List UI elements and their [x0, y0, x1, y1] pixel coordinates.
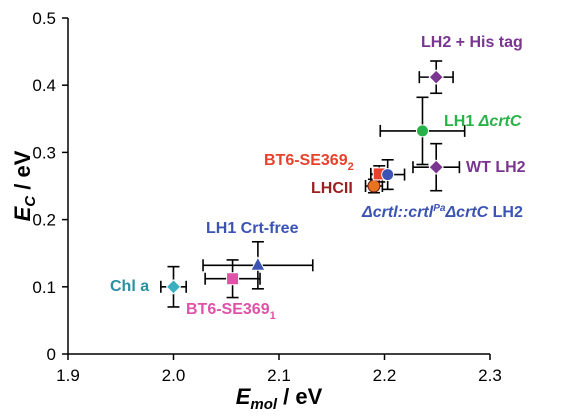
- label-dcrti-b: ΔcrtC: [444, 204, 488, 221]
- label-lh1-dcrtc: LH1 ΔcrtC: [444, 113, 522, 130]
- label-lhcii: LHCII: [311, 180, 353, 197]
- x-tick-label: 2.1: [267, 366, 291, 385]
- x-tick-label: 2.0: [162, 366, 186, 385]
- y-ticks: 0 0.1 0.2 0.3 0.4 0.5: [32, 9, 68, 364]
- marker-lhcii: [367, 179, 381, 193]
- label-dcrti-lh2: Δcrtl::crtlPaΔcrtC LH2: [361, 203, 523, 221]
- y-axis-title: EC / eV: [10, 150, 39, 221]
- marker-wt-lh2: [428, 159, 444, 175]
- label-chl-a: Chl a: [110, 278, 149, 295]
- x-axis-title: Emol / eV: [236, 384, 323, 413]
- label-bt6-se369-2-main: BT6-SE369: [264, 152, 348, 169]
- y-tick-label: 0.3: [32, 143, 56, 162]
- label-lh1-dcrtc-b: ΔcrtC: [478, 113, 522, 130]
- label-bt6-se369-1-sub: 1: [270, 310, 276, 322]
- x-tick-label: 2.3: [478, 366, 502, 385]
- x-tick-label: 1.9: [56, 366, 80, 385]
- label-bt6-se369-1-main: BT6-SE369: [186, 301, 270, 318]
- label-bt6-se369-1: BT6-SE3691: [186, 301, 276, 322]
- label-dcrti-a: Δcrtl::crtl: [361, 204, 434, 221]
- data-markers: [165, 69, 444, 295]
- marker-lh2-his: [428, 69, 444, 85]
- x-tick-label: 2.2: [373, 366, 397, 385]
- x-axis-title-main: E: [236, 384, 252, 409]
- x-ticks: 1.9 2.0 2.1 2.2 2.3: [56, 354, 502, 385]
- marker-lh1-dcrtc: [415, 124, 429, 138]
- label-lh1-dcrtc-a: LH1: [444, 113, 479, 130]
- y-axis-title-sub: C: [22, 195, 39, 207]
- marker-bt6-se369-1: [226, 272, 240, 286]
- y-axis-title-unit: / eV: [10, 150, 35, 196]
- label-lh1-crt-free: LH1 Crt-free: [206, 220, 299, 237]
- label-dcrti-sup: Pa: [433, 203, 446, 214]
- y-tick-label: 0.2: [32, 211, 56, 230]
- y-tick-label: 0.5: [32, 9, 56, 28]
- x-axis-title-sub: mol: [250, 396, 278, 413]
- x-axis-title-unit: / eV: [277, 384, 323, 409]
- y-tick-label: 0.4: [32, 76, 56, 95]
- label-bt6-se369-2-sub: 2: [348, 161, 354, 173]
- marker-dcrti-lh2: [381, 168, 395, 182]
- label-dcrti-c: LH2: [488, 204, 523, 221]
- marker-chl-a: [165, 279, 182, 295]
- label-lh2-his: LH2 + His tag: [421, 34, 523, 51]
- y-axis-title-main: E: [10, 205, 35, 221]
- y-tick-label: 0: [47, 345, 56, 364]
- marker-lh1-crt-free: [250, 256, 266, 271]
- label-wt-lh2: WT LH2: [466, 159, 526, 176]
- point-labels: Chl a BT6-SE3691 LH1 Crt-free LHCII BT6-…: [110, 34, 526, 322]
- label-bt6-se369-2: BT6-SE3692: [264, 152, 354, 173]
- y-tick-label: 0.1: [32, 278, 56, 297]
